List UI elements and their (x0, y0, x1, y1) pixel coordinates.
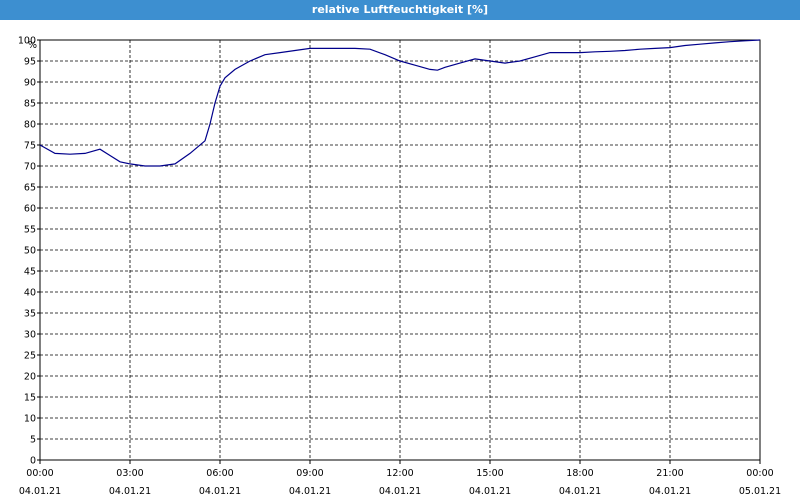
x-tick-time-label: 15:00 (476, 468, 503, 479)
y-tick-label: 70 (24, 162, 36, 173)
x-tick-time-label: 09:00 (296, 468, 323, 479)
y-tick-label: 85 (24, 99, 36, 110)
y-tick-label: 75 (24, 141, 36, 152)
grid-lines (40, 40, 760, 460)
x-tick-date-label: 05.01.21 (739, 486, 781, 497)
y-tick-label: 100 (18, 36, 36, 47)
x-tick-date-label: 04.01.21 (289, 486, 331, 497)
y-tick-label: 10 (24, 414, 36, 425)
y-tick-label: 65 (24, 183, 36, 194)
humidity-chart: 0 5 10 15 20 25 30 35 40 45 50 55 60 65 70 75 80 85 90 95 10… (18, 36, 781, 498)
y-tick-label: 55 (24, 225, 36, 236)
humidity-series-line (39, 39, 761, 167)
chart-title-bar: relative Luftfeuchtigkeit [%] (0, 0, 800, 20)
y-tick-label: 15 (24, 393, 36, 404)
x-tick-time-label: 06:00 (206, 468, 233, 479)
x-tick-date-label: 04.01.21 (199, 486, 241, 497)
x-tick-time-label: 03:00 (116, 468, 143, 479)
y-tick-label: 25 (24, 351, 36, 362)
y-tick-label: 5 (30, 435, 36, 446)
x-tick-date-label: 04.01.21 (379, 486, 421, 497)
x-tick-date-label: 04.01.21 (559, 486, 601, 497)
x-tick-date-label: 04.01.21 (109, 486, 151, 497)
y-tick-label: 20 (24, 372, 36, 383)
y-tick-label: 0 (30, 456, 36, 467)
x-tick-time-label: 21:00 (656, 468, 683, 479)
y-axis-unit-label: % (28, 40, 37, 51)
x-tick-time-label: 18:00 (566, 468, 593, 479)
y-tick-label: 35 (24, 309, 36, 320)
y-tick-label: 30 (24, 330, 36, 341)
y-tick-label: 40 (24, 288, 36, 299)
x-tick-date-label: 04.01.21 (469, 486, 511, 497)
x-axis: 00:00 04.01.21 03:00 04.01.21 06:00 04.01.21 0… (19, 460, 781, 497)
y-tick-label: 80 (24, 120, 36, 131)
x-tick-time-label: 00:00 (26, 468, 53, 479)
x-tick-date-label: 04.01.21 (19, 486, 61, 497)
chart-title: relative Luftfeuchtigkeit [%] (311, 3, 489, 16)
y-axis: 0 5 10 15 20 25 30 35 40 45 50 55 60 65 70 75 80 85 90 95 10… (18, 36, 40, 467)
y-tick-label: 50 (24, 246, 36, 257)
y-tick-label: 95 (24, 57, 36, 68)
y-tick-label: 90 (24, 78, 36, 89)
y-tick-label: 45 (24, 267, 36, 278)
y-tick-label: 60 (24, 204, 36, 215)
x-tick-time-label: 00:00 (746, 468, 773, 479)
x-tick-time-label: 12:00 (386, 468, 413, 479)
x-tick-date-label: 04.01.21 (649, 486, 691, 497)
